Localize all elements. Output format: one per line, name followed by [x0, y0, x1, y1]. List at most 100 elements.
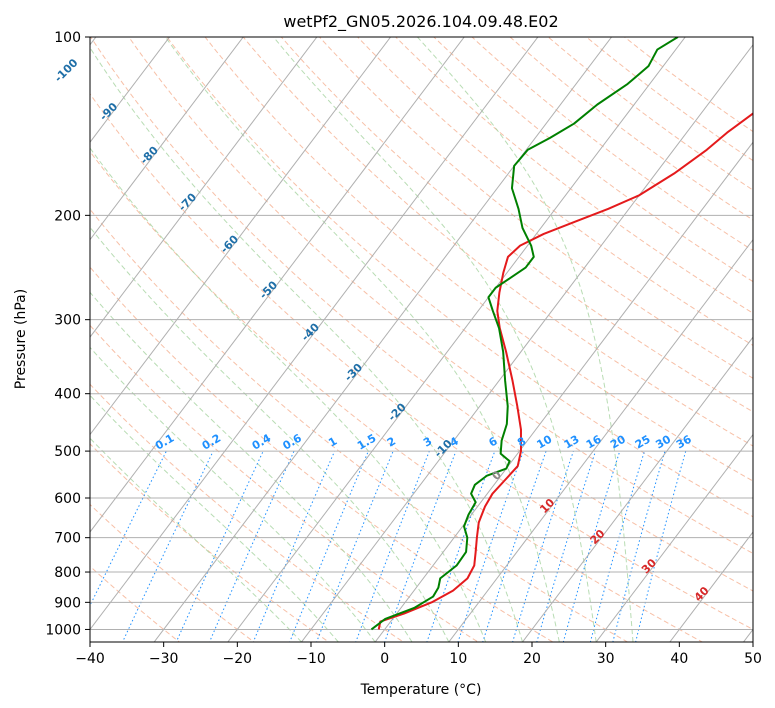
isotherm	[742, 628, 753, 642]
isotherm-label: 20	[588, 527, 608, 547]
dry-adiabat	[90, 93, 753, 631]
mixing-ratio-label: 0.4	[250, 431, 274, 452]
mixing-ratio-label: 30	[653, 432, 673, 451]
y-axis-label: Pressure (hPa)	[13, 289, 29, 389]
moist-adiabat	[90, 226, 450, 642]
isotherm	[669, 531, 753, 642]
mixing-ratio-label: 1.5	[355, 432, 378, 453]
isotherm-label: -70	[176, 190, 199, 213]
dry-adiabat	[90, 208, 629, 642]
dry-adiabat	[433, 37, 753, 283]
x-tick-label: 20	[523, 651, 541, 667]
x-tick-label: 10	[449, 651, 467, 667]
mixing-ratio-label: 16	[584, 432, 604, 451]
moist-adiabat	[164, 37, 560, 642]
isotherm-label: -20	[386, 400, 409, 423]
mixing-ratio-label: 6	[486, 434, 499, 449]
mixing-ratio-label: 0.6	[281, 431, 305, 452]
y-axis: 100 200 300 400 500 600 700 800 900 1000	[45, 30, 90, 638]
isotherm	[90, 37, 392, 436]
dry-adiabat	[356, 37, 753, 346]
mixing-ratio-line	[512, 450, 574, 642]
isotherm-label: -80	[138, 144, 161, 167]
mixing-ratio-line	[316, 450, 394, 642]
dry-adiabat	[90, 383, 405, 642]
y-tick-label: 900	[54, 595, 81, 611]
y-tick-label: 500	[54, 444, 81, 460]
mixing-ratio-label: 2	[385, 435, 398, 450]
dry-adiabat	[509, 37, 753, 221]
dry-adiabat	[90, 266, 554, 642]
grid	[90, 37, 753, 642]
isotherm	[300, 43, 753, 642]
dry-adiabat	[280, 37, 753, 413]
y-tick-label: 700	[54, 531, 81, 547]
y-tick-label: 600	[54, 491, 81, 507]
mixing-ratio-label: 1	[326, 435, 339, 450]
x-tick-label: −30	[149, 651, 179, 667]
mixing-ratio-line	[90, 450, 167, 607]
isotherm-label: -100	[52, 56, 81, 85]
temperature-line	[377, 112, 753, 630]
dry-adiabat	[318, 37, 753, 379]
isotherm	[90, 37, 465, 533]
dry-adiabat	[90, 443, 330, 642]
x-axis: −40 −30 −20 −10 0 10 20 30 40 50	[75, 642, 762, 667]
dry-adiabat	[90, 565, 181, 642]
isotherm-label: -40	[299, 320, 322, 343]
moist-adiabat	[90, 346, 376, 642]
dewpoint-line	[370, 37, 679, 631]
mixing-ratio-line	[536, 450, 597, 642]
isotherm-label: -60	[218, 232, 241, 255]
dry-adiabat	[90, 324, 480, 642]
isotherm-label: 30	[639, 556, 659, 576]
chart-title: wetPf2_GN05.2026.104.09.48.E02	[283, 12, 558, 32]
x-tick-label: −20	[223, 651, 253, 667]
moist-adiabat	[90, 147, 487, 642]
isotherm	[153, 37, 613, 642]
profile-traces	[370, 37, 753, 631]
dry-adiabat	[90, 503, 255, 642]
moist-adiabat	[90, 394, 339, 642]
isotherm	[374, 141, 753, 642]
x-tick-label: 30	[597, 651, 615, 667]
y-tick-label: 1000	[45, 622, 81, 638]
isotherm	[90, 37, 318, 338]
y-tick-label: 200	[54, 208, 81, 224]
dry-adiabat	[90, 37, 753, 592]
isotherm-label: 10	[537, 496, 557, 516]
x-tick-label: −40	[75, 651, 105, 667]
isotherm	[90, 37, 171, 144]
moist-adiabat	[90, 437, 302, 642]
mixing-ratio-line	[426, 450, 496, 642]
dry-adiabat	[204, 37, 753, 482]
moist-adiabat	[273, 37, 597, 642]
moist-adiabat	[90, 46, 523, 642]
mixing-ratio-line	[121, 450, 214, 642]
isotherm	[448, 238, 753, 642]
moist-adiabat	[417, 37, 634, 642]
isotherm	[90, 37, 244, 241]
isotherm-label: 40	[692, 584, 712, 604]
mixing-ratio-label: 0.2	[200, 432, 223, 453]
mixing-ratio-label: 3	[421, 435, 434, 450]
x-tick-label: −10	[296, 651, 326, 667]
x-tick-label: 40	[670, 651, 688, 667]
y-tick-label: 400	[54, 387, 81, 403]
mixing-ratio-line	[635, 450, 687, 642]
x-tick-label: 50	[744, 651, 762, 667]
mixing-ratio-label: 0.1	[153, 432, 176, 453]
dry-adiabat	[395, 37, 753, 314]
isotherm-label: -50	[257, 278, 280, 301]
moist-adiabat	[90, 291, 413, 642]
mixing-ratio-label: 25	[633, 433, 653, 452]
mixing-ratio-line	[289, 450, 369, 642]
dry-adiabat	[128, 37, 753, 555]
plot-frame	[89, 36, 754, 643]
x-axis-label: Temperature (°C)	[360, 682, 482, 698]
y-tick-label: 100	[54, 30, 81, 46]
mixing-ratio-label: 13	[562, 433, 582, 452]
mixing-ratio-label: 36	[674, 432, 694, 451]
dry-adiabat	[90, 150, 704, 642]
y-tick-label: 300	[54, 313, 81, 329]
